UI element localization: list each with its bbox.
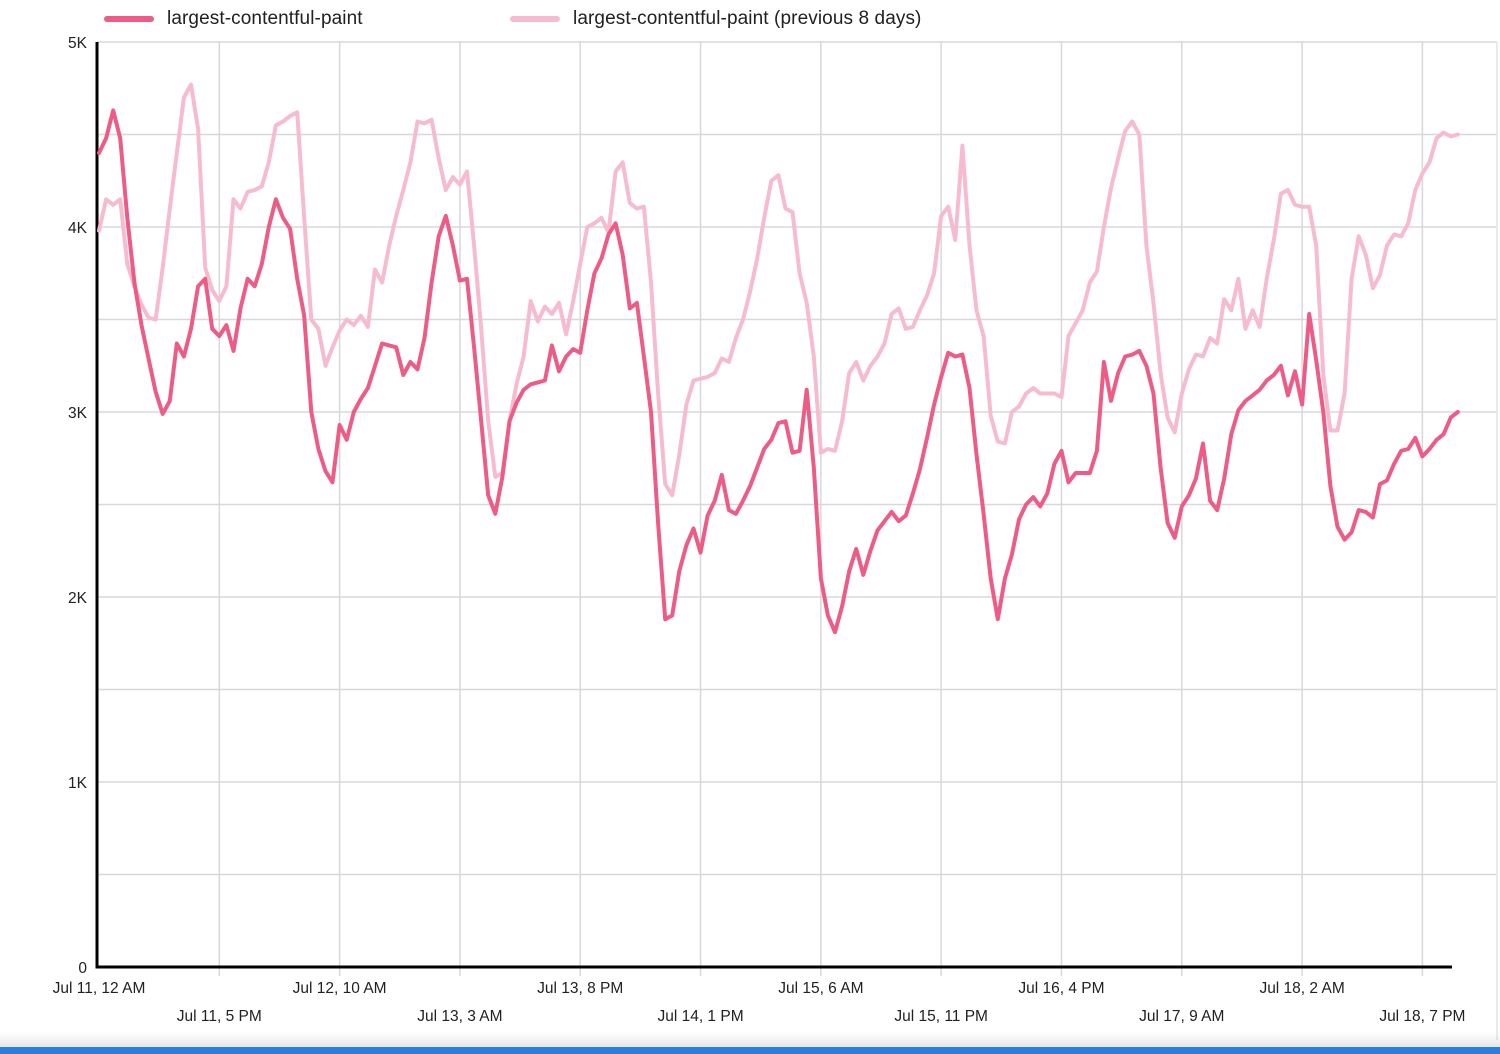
bottom-scroll-shadow [0,1033,1500,1047]
x-gridlines [218,42,1424,976]
legend-swatch-current-icon [104,16,154,22]
svg-text:Jul 13, 8 PM: Jul 13, 8 PM [537,980,623,997]
svg-text:Jul 15, 6 AM: Jul 15, 6 AM [778,980,863,997]
svg-text:Jul 17, 9 AM: Jul 17, 9 AM [1139,1008,1224,1025]
x-tick-labels: Jul 11, 12 AM Jul 11, 5 PM Jul 12, 10 AM Ju… [53,980,1466,1025]
legend-item-previous[interactable]: largest-contentful-paint (previous 8 day… [510,8,921,30]
svg-text:Jul 12, 10 AM: Jul 12, 10 AM [293,980,387,997]
legend-label-current: largest-contentful-paint [167,8,363,29]
svg-text:0: 0 [78,960,87,977]
legend-item-current[interactable]: largest-contentful-paint [104,8,363,30]
svg-text:Jul 15, 11 PM: Jul 15, 11 PM [894,1008,988,1025]
legend-label-previous: largest-contentful-paint (previous 8 day… [573,8,922,29]
svg-text:5K: 5K [68,35,88,52]
svg-text:1K: 1K [68,775,88,792]
series-line-previous[interactable] [97,82,1460,498]
svg-text:Jul 18, 7 PM: Jul 18, 7 PM [1379,1008,1465,1025]
svg-text:Jul 11, 12 AM: Jul 11, 12 AM [53,980,146,997]
svg-text:2K: 2K [68,590,88,607]
bottom-accent-bar [0,1047,1500,1054]
series-line-current[interactable] [97,108,1460,635]
chart-legend: largest-contentful-paint largest-content… [0,8,1500,36]
svg-text:Jul 14, 1 PM: Jul 14, 1 PM [657,1008,743,1025]
y-gridlines [97,41,1497,876]
legend-swatch-previous-icon [510,16,560,22]
svg-text:Jul 11, 5 PM: Jul 11, 5 PM [177,1008,262,1025]
svg-text:Jul 13, 3 AM: Jul 13, 3 AM [417,1008,502,1025]
svg-text:Jul 16, 4 PM: Jul 16, 4 PM [1018,980,1104,997]
svg-text:Jul 18, 2 AM: Jul 18, 2 AM [1259,980,1344,997]
y-tick-labels: 0 1K 2K 3K 4K 5K [68,35,88,977]
svg-text:4K: 4K [68,220,88,237]
svg-text:3K: 3K [68,405,88,422]
